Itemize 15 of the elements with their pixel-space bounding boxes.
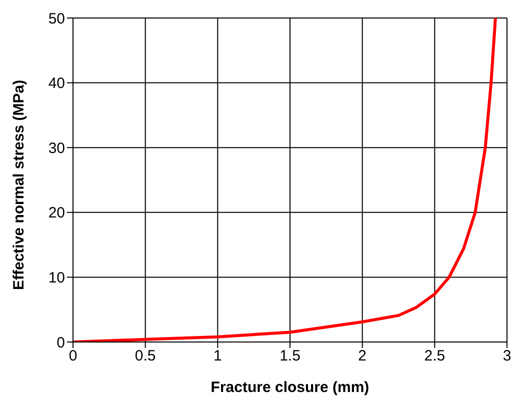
x-tick-label: 2 bbox=[358, 348, 367, 365]
y-axis-title: Effective normal stress (MPa) bbox=[10, 80, 28, 290]
y-tick-label: 40 bbox=[48, 75, 65, 92]
x-tick-label: 0 bbox=[68, 348, 78, 365]
x-tick-label: 0.5 bbox=[134, 348, 156, 365]
x-tick-label: 1.5 bbox=[280, 348, 300, 365]
x-tick-label: 3 bbox=[502, 348, 512, 365]
y-tick-label: 20 bbox=[48, 204, 65, 222]
y-tick-label: 0 bbox=[56, 334, 65, 352]
x-tick-label: 2.5 bbox=[424, 348, 446, 365]
x-axis-title: Fracture closure (mm) bbox=[210, 379, 370, 396]
y-tick-label: 50 bbox=[48, 10, 65, 28]
y-tick-label: 30 bbox=[48, 140, 65, 157]
y-tick-label: 10 bbox=[48, 270, 65, 287]
x-tick-label: 1 bbox=[213, 348, 222, 365]
